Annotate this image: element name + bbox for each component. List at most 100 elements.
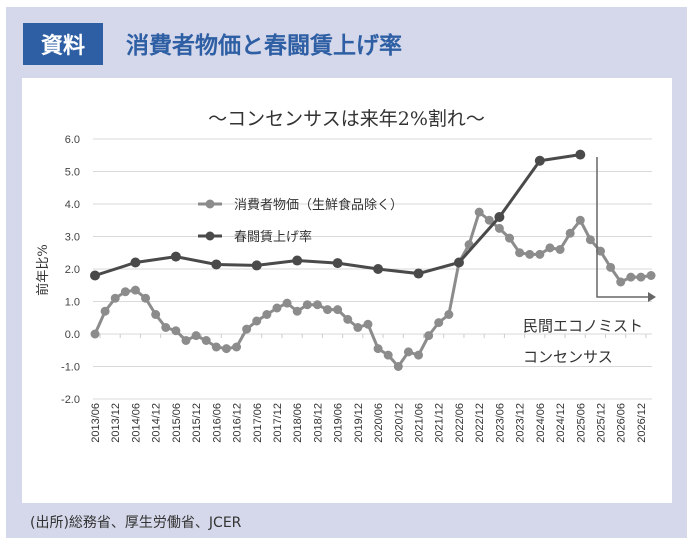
x-tick-label: 2026/06 <box>616 403 628 443</box>
cpi-point <box>383 350 393 360</box>
x-tick-label: 2022/12 <box>474 403 486 443</box>
wage-point <box>494 212 505 222</box>
wage-point <box>534 155 545 166</box>
cpi-point <box>525 249 535 259</box>
x-tick-label: 2013/12 <box>110 403 122 443</box>
cpi-point <box>110 293 120 303</box>
cpi-point <box>565 228 575 238</box>
wage-point <box>575 149 586 160</box>
arrow-head-icon <box>648 292 656 302</box>
cpi-point <box>393 362 403 371</box>
x-tick-label: 2023/06 <box>494 403 506 443</box>
wage-point <box>90 270 100 281</box>
cpi-point <box>171 326 181 336</box>
x-tick-label: 2016/06 <box>211 403 223 443</box>
x-tick-label: 2020/06 <box>373 403 385 443</box>
wage-line <box>94 153 581 277</box>
cpi-point <box>161 323 171 332</box>
cpi-point <box>292 306 302 316</box>
x-tick-label: 2019/06 <box>333 403 345 443</box>
cpi-point <box>90 329 100 339</box>
cpi-point <box>302 300 312 310</box>
cpi-point <box>424 331 434 341</box>
cpi-point <box>201 336 211 345</box>
cpi-point <box>555 245 565 254</box>
cpi-point <box>232 342 242 352</box>
wage-point <box>453 257 464 268</box>
y-tick-label: 3.0 <box>65 232 80 244</box>
cpi-point <box>505 233 515 243</box>
y-tick-label: 1.0 <box>65 297 80 309</box>
cpi-point <box>353 323 363 332</box>
x-tick-label: 2023/12 <box>515 403 527 443</box>
wage-point <box>211 259 222 270</box>
cpi-point <box>414 350 424 360</box>
cpi-point <box>252 316 262 326</box>
cpi-point <box>191 331 201 341</box>
legend-label-cpi: 消費者物価（生鮮食品除く） <box>234 197 403 213</box>
y-tick-label: 0.0 <box>65 329 80 341</box>
consensus-arrow <box>596 157 648 298</box>
x-tick-label: 2018/12 <box>312 403 324 443</box>
cpi-point <box>515 248 525 258</box>
x-tick-label: 2024/06 <box>535 403 547 443</box>
cpi-point <box>312 300 322 310</box>
y-tick-label: 4.0 <box>65 199 80 211</box>
cpi-point <box>484 215 494 225</box>
cpi-point <box>181 336 191 345</box>
x-tick-label: 2021/06 <box>414 403 426 443</box>
x-tick-label: 2021/12 <box>434 403 446 443</box>
x-tick-label: 2019/12 <box>353 403 365 443</box>
x-tick-label: 2014/06 <box>130 403 142 443</box>
annotation-line2: コンセンサス <box>523 348 613 366</box>
cpi-point <box>363 319 373 329</box>
cpi-point <box>262 310 272 319</box>
x-tick-label: 2024/12 <box>555 403 567 443</box>
y-tick-label: -2.0 <box>61 394 80 406</box>
cpi-point <box>494 223 504 233</box>
cpi-point <box>130 285 140 295</box>
y-axis-label: 前年比% <box>35 244 51 295</box>
x-tick-label: 2015/12 <box>191 403 203 443</box>
annotation-line1: 民間エコノミスト <box>523 317 643 335</box>
cpi-point <box>626 272 636 282</box>
chart-title: ～コンセンサスは来年2%割れ～ <box>208 108 485 130</box>
cpi-point <box>282 298 292 308</box>
wage-point <box>170 251 181 262</box>
cpi-point <box>636 272 646 282</box>
y-tick-label: 5.0 <box>65 167 80 179</box>
cpi-point <box>403 347 413 357</box>
cpi-point <box>606 262 616 272</box>
source-note: (出所)総務省、厚生労働省、JCER <box>30 515 242 531</box>
x-tick-label: 2017/12 <box>272 403 284 443</box>
cpi-point <box>151 310 161 319</box>
cpi-point <box>535 249 545 259</box>
y-tick-label: 6.0 <box>65 134 80 146</box>
x-tick-label: 2016/12 <box>232 403 244 443</box>
cpi-point <box>373 344 383 354</box>
x-tick-label: 2026/12 <box>636 403 648 443</box>
wage-point <box>373 264 384 274</box>
cpi-point <box>474 207 484 217</box>
x-tick-label: 2014/12 <box>151 403 163 443</box>
cpi-point <box>434 318 444 328</box>
cpi-point <box>575 215 585 225</box>
legend-label-wage: 春闘賃上げ率 <box>234 229 312 245</box>
cpi-point <box>646 271 656 280</box>
cpi-point <box>242 324 252 334</box>
legend-marker <box>205 199 215 209</box>
x-tick-label: 2018/06 <box>292 403 304 443</box>
x-tick-label: 2022/06 <box>454 403 466 443</box>
cpi-point <box>444 310 454 319</box>
x-tick-label: 2015/06 <box>171 403 183 443</box>
x-tick-label: 2013/06 <box>90 403 102 443</box>
cpi-point <box>141 293 151 303</box>
y-tick-label: -1.0 <box>61 362 80 374</box>
wage-point <box>130 257 141 268</box>
cpi-point <box>272 303 282 313</box>
legend-marker <box>205 231 215 241</box>
x-tick-label: 2017/06 <box>252 403 264 443</box>
cpi-point <box>221 344 231 354</box>
x-tick-label: 2025/06 <box>575 403 587 443</box>
